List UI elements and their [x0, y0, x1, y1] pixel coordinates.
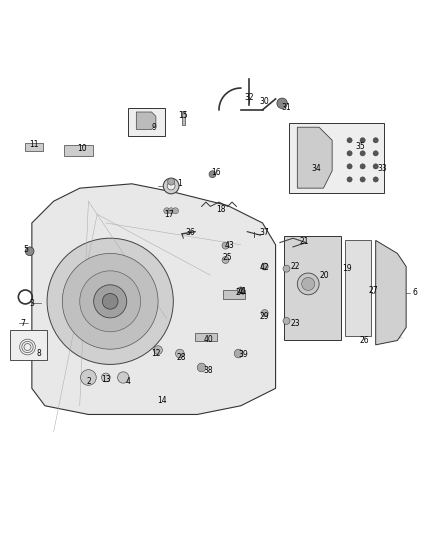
Circle shape [25, 247, 34, 256]
Circle shape [347, 138, 352, 143]
Text: 15: 15 [179, 110, 188, 119]
Circle shape [360, 138, 365, 143]
Bar [182, 111, 185, 125]
Polygon shape [136, 112, 156, 130]
Circle shape [234, 349, 243, 358]
Circle shape [373, 164, 378, 169]
Text: 21: 21 [299, 237, 309, 246]
Text: 26: 26 [360, 336, 370, 345]
Bar [127, 108, 165, 136]
Text: 24: 24 [235, 288, 245, 297]
Text: 18: 18 [216, 205, 226, 214]
Circle shape [81, 370, 96, 385]
Circle shape [102, 373, 110, 382]
Text: 8: 8 [36, 349, 41, 358]
Circle shape [80, 271, 141, 332]
Circle shape [167, 182, 175, 190]
Circle shape [347, 151, 352, 156]
Polygon shape [32, 184, 276, 415]
Circle shape [277, 98, 287, 109]
Circle shape [373, 138, 378, 143]
Text: 22: 22 [290, 262, 300, 271]
Text: 14: 14 [158, 396, 167, 405]
Text: 4: 4 [125, 377, 130, 386]
Text: 31: 31 [282, 103, 291, 112]
Circle shape [94, 285, 127, 318]
Text: 33: 33 [377, 164, 387, 173]
Text: 40: 40 [203, 335, 213, 344]
Circle shape [197, 363, 206, 372]
Text: 20: 20 [320, 271, 329, 280]
Text: 36: 36 [186, 228, 196, 237]
Circle shape [237, 287, 244, 294]
Circle shape [347, 164, 352, 169]
Circle shape [261, 310, 268, 317]
Text: 11: 11 [29, 140, 39, 149]
Text: 1: 1 [177, 179, 182, 188]
Text: 27: 27 [369, 286, 378, 295]
Polygon shape [376, 240, 406, 345]
Circle shape [163, 178, 179, 194]
Circle shape [173, 208, 179, 214]
Text: 12: 12 [151, 349, 161, 358]
Text: 37: 37 [260, 228, 269, 237]
Text: 5: 5 [23, 245, 28, 254]
Text: 17: 17 [164, 210, 174, 219]
Bar [345, 240, 371, 336]
Text: 2: 2 [86, 377, 91, 386]
Text: 43: 43 [224, 241, 234, 250]
Polygon shape [297, 127, 332, 188]
Text: 25: 25 [222, 253, 232, 262]
Circle shape [62, 254, 158, 349]
Circle shape [347, 177, 352, 182]
Circle shape [297, 273, 319, 295]
Circle shape [261, 263, 268, 270]
Circle shape [176, 349, 184, 358]
Circle shape [302, 277, 315, 290]
Text: 35: 35 [356, 142, 365, 151]
Bar [289, 123, 385, 192]
Circle shape [222, 242, 229, 249]
Circle shape [117, 372, 129, 383]
Bar [223, 290, 245, 299]
Circle shape [283, 318, 290, 325]
Text: 7: 7 [20, 319, 25, 328]
Circle shape [373, 177, 378, 182]
Text: 29: 29 [260, 312, 269, 321]
Text: 9: 9 [151, 123, 156, 132]
Text: 16: 16 [211, 168, 221, 177]
Circle shape [283, 265, 290, 272]
Text: 13: 13 [101, 375, 111, 384]
Text: 38: 38 [203, 366, 213, 375]
Circle shape [47, 238, 173, 365]
Bar [10, 329, 47, 360]
Text: 23: 23 [290, 319, 300, 328]
Text: 34: 34 [311, 164, 321, 173]
Bar [284, 236, 341, 341]
Text: 41: 41 [238, 287, 248, 296]
Bar [25, 143, 43, 151]
Text: 39: 39 [238, 350, 248, 359]
Circle shape [154, 346, 162, 354]
Text: 28: 28 [177, 353, 186, 362]
Circle shape [360, 151, 365, 156]
Circle shape [209, 171, 216, 177]
Circle shape [168, 178, 175, 185]
Text: 6: 6 [413, 288, 417, 297]
Circle shape [102, 294, 118, 309]
Text: 32: 32 [245, 93, 254, 102]
Text: 19: 19 [342, 264, 351, 273]
Circle shape [360, 177, 365, 182]
Text: 3: 3 [29, 299, 34, 308]
Text: 42: 42 [260, 263, 269, 272]
Circle shape [222, 256, 229, 263]
Circle shape [164, 208, 170, 214]
Text: 30: 30 [260, 96, 269, 106]
Circle shape [373, 151, 378, 156]
Circle shape [360, 164, 365, 169]
Bar [195, 333, 217, 341]
Text: 10: 10 [77, 144, 87, 154]
Bar [64, 144, 93, 156]
Circle shape [168, 208, 174, 214]
